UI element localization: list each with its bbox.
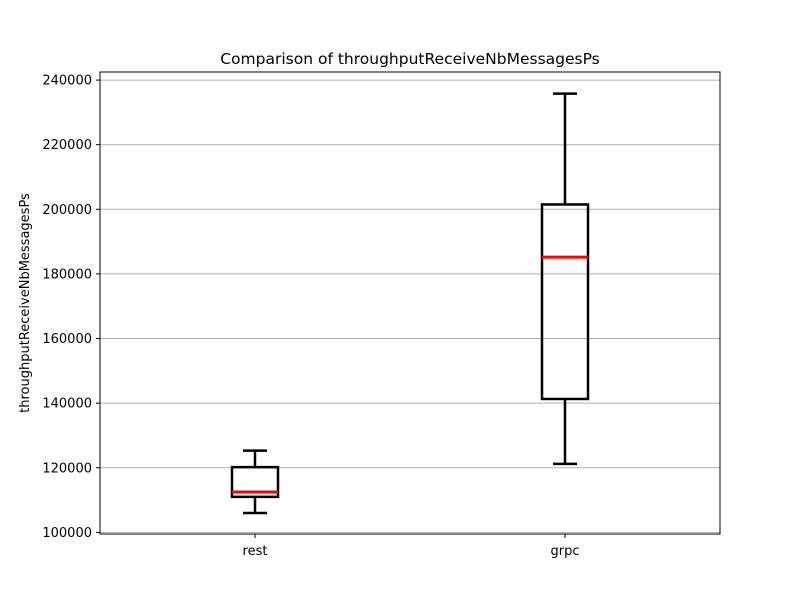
y-axis-ticks: 100000 120000 140000 160000 180000 200000 2200… — [42, 74, 100, 541]
y-tick-label: 140000 — [42, 397, 92, 412]
y-tick-label: 100000 — [42, 526, 92, 541]
y-tick-label: 220000 — [42, 138, 92, 153]
box-grpc — [540, 92, 590, 466]
x-tick-label: grpc — [551, 544, 580, 559]
plot-area-frame — [99, 71, 721, 535]
y-tick-label: 120000 — [42, 461, 92, 476]
x-axis-ticks: rest grpc — [243, 534, 580, 559]
y-tick-label: 160000 — [42, 332, 92, 347]
chart-title: Comparison of throughputReceiveNbMessage… — [220, 50, 600, 68]
box-rest — [230, 449, 280, 515]
y-tick-label: 180000 — [42, 267, 92, 282]
y-axis-label: throughputReceiveNbMessagesPs — [18, 193, 33, 413]
y-tick-label: 240000 — [42, 74, 92, 89]
x-tick-label: rest — [243, 544, 268, 559]
y-tick-label: 200000 — [42, 203, 92, 218]
interquartile-box — [230, 465, 280, 499]
interquartile-box — [540, 203, 590, 401]
box-series — [230, 92, 590, 515]
gridlines — [100, 79, 720, 533]
